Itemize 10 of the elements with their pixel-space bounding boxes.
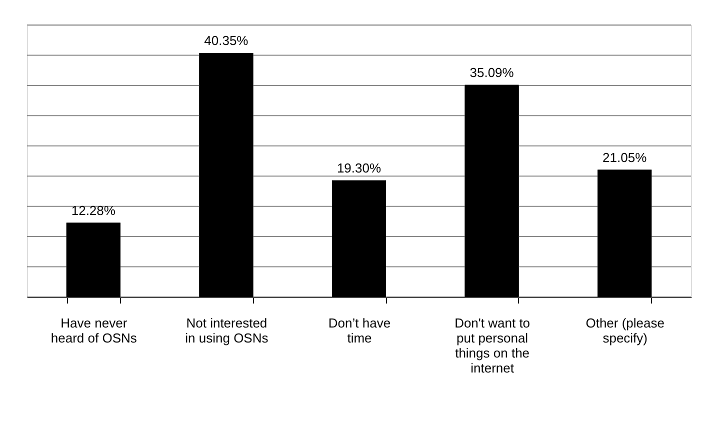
x-tick-label: Other (please specify) [586, 316, 664, 346]
data-label: 40.35% [204, 33, 249, 48]
data-label: 12.28% [71, 202, 116, 218]
x-tick-label: Have never heard of OSNs [50, 316, 138, 346]
x-tick-label: Don’t have time [328, 316, 391, 346]
data-label: 21.05% [602, 150, 648, 165]
data-label: 19.30% [336, 160, 382, 176]
x-tick-label: Not interested in using OSNs [185, 316, 269, 346]
data-label: 35.09% [470, 64, 514, 80]
x-tick-label: Don't want to put personal things on the internet [454, 316, 530, 376]
